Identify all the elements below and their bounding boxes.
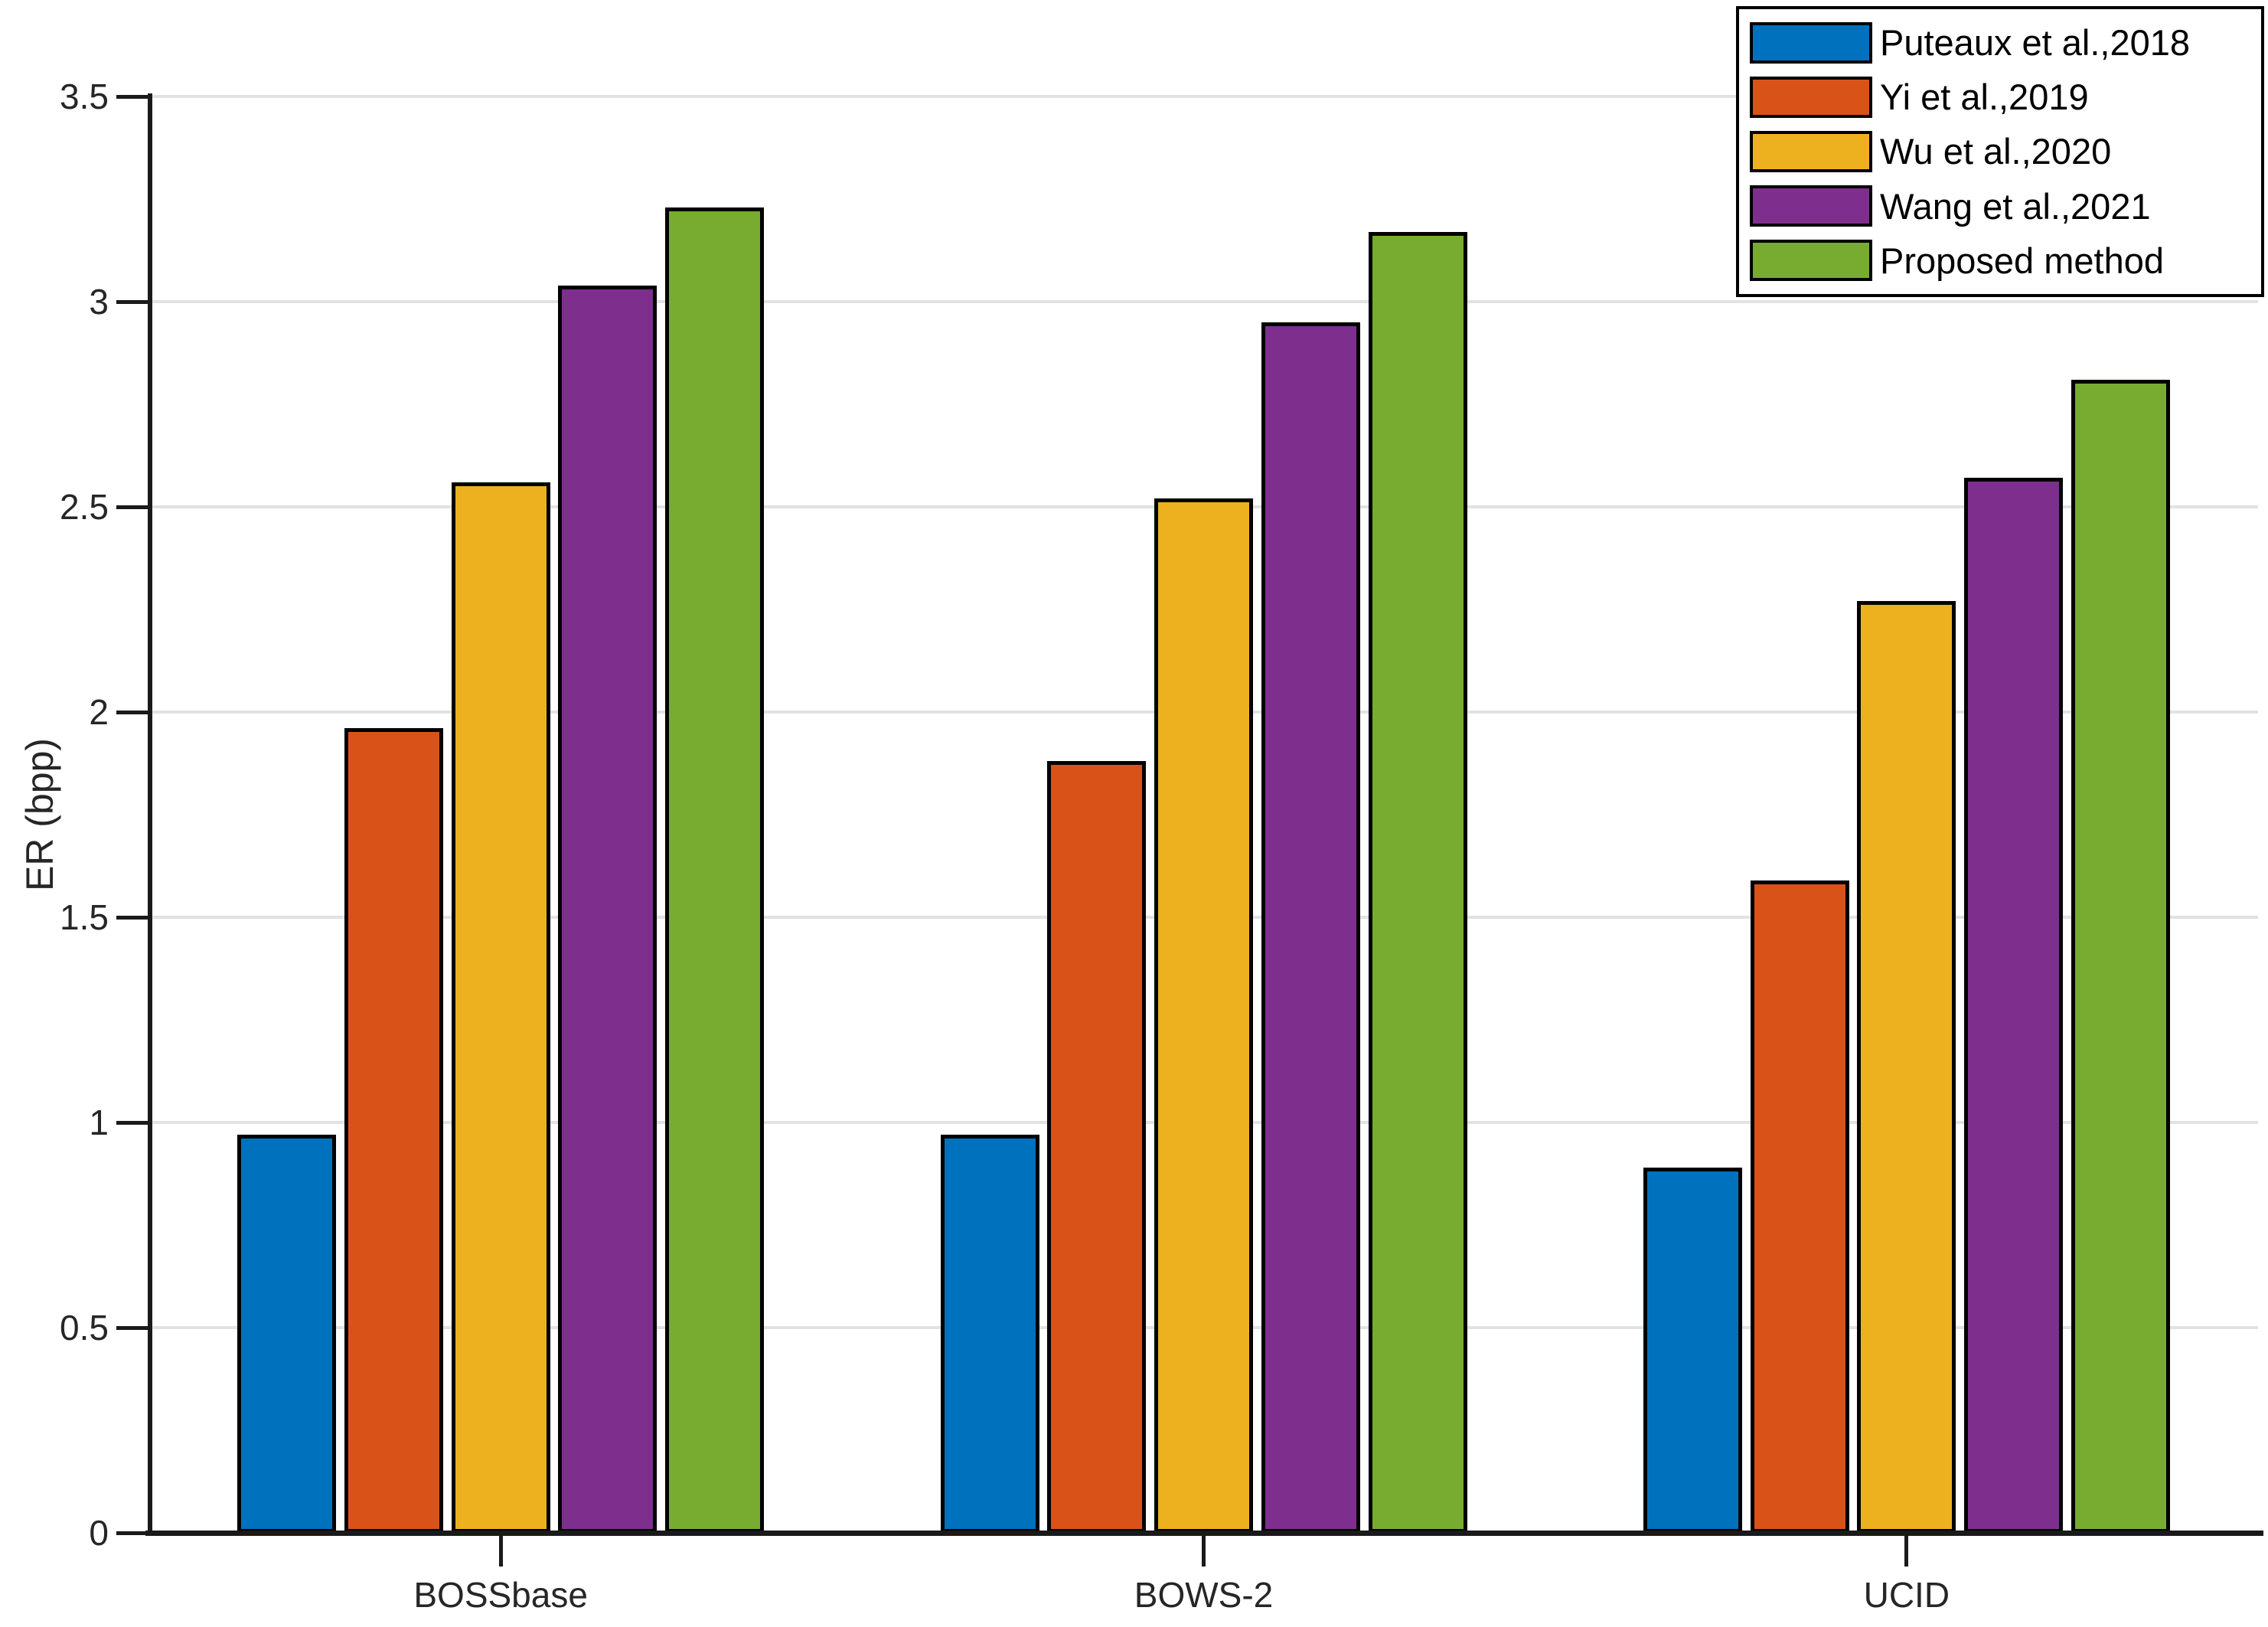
legend-item-puteaux-et-al-2018: Puteaux et al.,2018 [1739, 21, 2261, 64]
y-tick-label: 0.5 [60, 1308, 109, 1348]
y-tick-mark [116, 710, 148, 714]
y-tick-label: 0 [89, 1513, 109, 1553]
y-tick-mark [116, 505, 148, 509]
x-tick-mark [1202, 1536, 1206, 1567]
legend-label-yi-et-al-2019: Yi et al.,2019 [1880, 77, 2089, 118]
legend-label-wu-et-al-2020: Wu et al.,2020 [1880, 131, 2112, 172]
y-tick-mark [116, 1531, 148, 1535]
legend-swatch-proposed-method [1750, 240, 1872, 282]
gridline-y-3-5 [149, 95, 2258, 98]
legend-item-wu-et-al-2020: Wu et al.,2020 [1739, 130, 2261, 172]
x-axis-line [145, 1531, 2263, 1536]
x-tick-label-bows-2: BOWS-2 [1134, 1575, 1274, 1615]
legend-item-wang-et-al-2021: Wang et al.,2021 [1739, 185, 2261, 227]
plot-area [149, 95, 2258, 1533]
legend-label-proposed-method: Proposed method [1880, 240, 2165, 281]
bar-yi-et-al-2019-bossbase [344, 728, 443, 1533]
bar-puteaux-et-al-2018-bows-2 [940, 1135, 1039, 1533]
bar-proposed-method-bows-2 [1368, 231, 1467, 1533]
y-tick-label: 1 [89, 1103, 109, 1142]
legend-label-wang-et-al-2021: Wang et al.,2021 [1880, 185, 2151, 227]
y-axis-title: ER (bpp) [18, 737, 61, 892]
bar-wang-et-al-2021-bossbase [558, 285, 658, 1533]
y-tick-label: 3.5 [60, 77, 109, 116]
legend-swatch-puteaux-et-al-2018 [1750, 21, 1872, 64]
gridline-y-3 [149, 300, 2258, 303]
legend-swatch-wang-et-al-2021 [1750, 185, 1872, 227]
bar-wu-et-al-2020-bossbase [451, 482, 550, 1533]
bar-puteaux-et-al-2018-ucid [1643, 1167, 1742, 1533]
bar-wu-et-al-2020-bows-2 [1154, 498, 1253, 1533]
bar-puteaux-et-al-2018-bossbase [237, 1135, 337, 1533]
x-tick-label-bossbase: BOSSbase [413, 1575, 588, 1615]
legend-swatch-wu-et-al-2020 [1750, 130, 1872, 172]
bar-yi-et-al-2019-bows-2 [1047, 761, 1147, 1533]
y-axis-line [148, 93, 152, 1536]
bar-wu-et-al-2020-ucid [1857, 601, 1956, 1533]
y-tick-label: 3 [89, 282, 109, 322]
bar-proposed-method-bossbase [665, 207, 765, 1533]
x-tick-label-ucid: UCID [1863, 1575, 1950, 1615]
bar-yi-et-al-2019-ucid [1750, 880, 1849, 1533]
y-tick-label: 2 [89, 692, 109, 732]
y-tick-label: 2.5 [60, 487, 109, 527]
legend-item-yi-et-al-2019: Yi et al.,2019 [1739, 76, 2261, 118]
legend-swatch-yi-et-al-2019 [1750, 76, 1872, 118]
x-tick-mark [498, 1536, 503, 1567]
y-tick-mark [116, 299, 148, 304]
y-tick-mark [116, 1120, 148, 1125]
bar-proposed-method-ucid [2071, 379, 2170, 1533]
legend: Puteaux et al.,2018 Yi et al.,2019 Wu et a… [1736, 6, 2264, 297]
x-tick-mark [1904, 1536, 1909, 1567]
y-tick-label: 1.5 [60, 897, 109, 937]
legend-label-puteaux-et-al-2018: Puteaux et al.,2018 [1880, 22, 2191, 64]
legend-item-proposed-method: Proposed method [1739, 240, 2261, 282]
y-tick-mark [116, 915, 148, 920]
bar-wang-et-al-2021-ucid [1964, 478, 2064, 1533]
bar-wang-et-al-2021-bows-2 [1261, 322, 1360, 1533]
y-tick-mark [116, 1325, 148, 1330]
y-tick-mark [116, 94, 148, 99]
